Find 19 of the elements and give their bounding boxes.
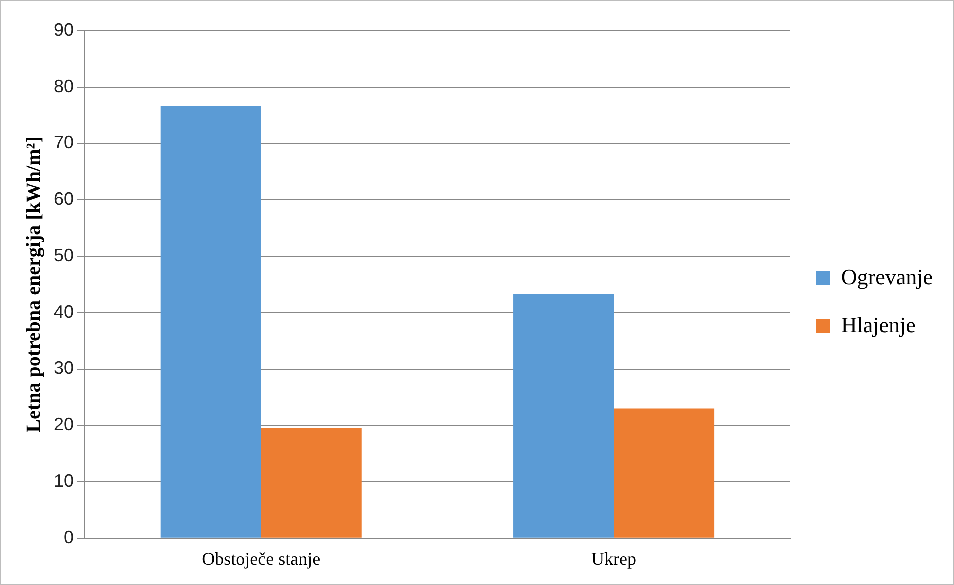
y-tick-label: 90 [54,20,74,40]
y-tick-label: 0 [64,527,74,548]
bar [160,106,262,538]
legend-label: Ogrevanje [841,264,934,290]
y-tick-label: 70 [54,132,74,153]
bar [514,294,614,538]
y-tick-label: 10 [54,470,74,491]
y-tick-label: 60 [54,189,74,210]
legend-label: Hlajenje [841,312,916,338]
bar [261,428,362,538]
x-tick-label: Obstoječe stanje [202,548,321,569]
y-tick-label: 20 [54,414,74,435]
bar [614,408,715,538]
y-tick-label: 40 [54,302,74,322]
y-tick-label: 30 [54,358,74,378]
y-tick-label: 50 [54,245,74,266]
y-axis-title: Letna potrebna energija [kWh/m²] [23,136,46,433]
y-tick-label: 80 [54,76,74,96]
x-tick-label: Ukrep [592,548,637,569]
